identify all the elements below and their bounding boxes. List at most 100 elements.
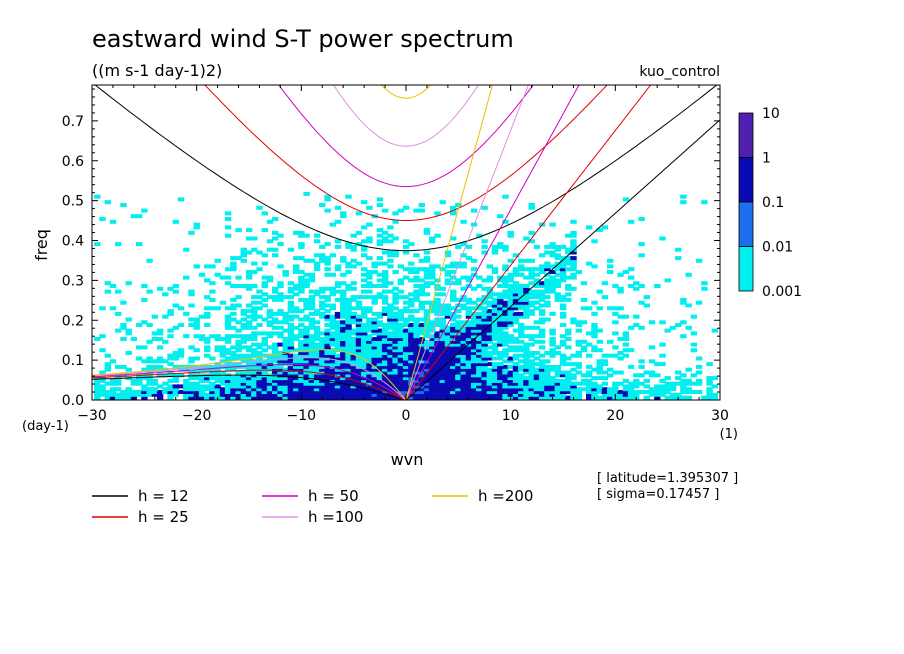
power-cell	[397, 356, 404, 361]
power-cell	[497, 325, 504, 330]
power-cell	[680, 384, 687, 389]
power-cell	[198, 390, 206, 394]
power-cell	[591, 390, 598, 394]
power-cell	[413, 284, 420, 288]
power-cell	[497, 331, 504, 336]
power-cell	[538, 281, 546, 286]
power-cell	[266, 395, 274, 400]
power-cell	[235, 362, 242, 367]
power-cell	[287, 345, 295, 350]
power-cell	[544, 264, 551, 269]
power-cell	[523, 367, 530, 372]
power-cell	[570, 286, 577, 291]
power-cell	[528, 230, 535, 235]
power-cell	[444, 334, 452, 339]
power-cell	[570, 317, 577, 322]
power-cell	[460, 286, 467, 291]
power-cell	[554, 284, 561, 288]
power-cell	[596, 339, 603, 344]
power-cell	[303, 387, 310, 392]
power-cell	[319, 256, 326, 261]
power-cell	[554, 295, 561, 300]
power-cell	[491, 311, 499, 316]
power-cell	[455, 376, 462, 381]
power-cell	[523, 370, 530, 375]
power-cell	[235, 339, 242, 344]
power-cell	[308, 320, 316, 325]
power-cell	[455, 345, 462, 350]
power-cell	[601, 390, 609, 394]
power-cell	[261, 281, 268, 286]
power-cell	[450, 362, 457, 367]
power-cell	[559, 258, 567, 263]
power-cell	[340, 311, 347, 316]
power-cell	[559, 275, 567, 280]
power-cell	[350, 390, 357, 394]
power-cell	[130, 392, 138, 397]
power-cell	[444, 314, 452, 319]
power-cell	[397, 311, 404, 316]
power-cell	[481, 370, 488, 375]
power-cell	[251, 309, 258, 314]
power-cell	[345, 381, 352, 386]
y-tick-label: 0.7	[62, 114, 84, 130]
power-cell	[251, 325, 258, 330]
power-cell	[528, 351, 535, 355]
power-cell	[287, 395, 295, 400]
power-cell	[120, 364, 127, 369]
power-cell	[549, 384, 556, 389]
power-cell	[287, 323, 295, 327]
power-cell	[476, 317, 483, 322]
power-cell	[518, 367, 525, 372]
power-cell	[224, 339, 232, 344]
power-cell	[319, 339, 326, 344]
power-cell	[381, 334, 389, 339]
power-cell	[193, 348, 200, 353]
power-cell	[272, 317, 279, 322]
power-cell	[418, 395, 425, 400]
power-cell	[601, 359, 609, 364]
power-cell	[193, 384, 200, 389]
power-cell	[387, 348, 394, 353]
power-cell	[287, 334, 295, 339]
power-cell	[361, 284, 368, 288]
power-cell	[476, 370, 483, 375]
power-cell	[512, 362, 520, 367]
power-cell	[418, 362, 425, 367]
power-cell	[381, 297, 389, 302]
power-cell	[397, 325, 404, 330]
power-cell	[251, 236, 258, 241]
power-cell	[591, 323, 598, 327]
power-cell	[460, 378, 467, 383]
power-cell	[392, 384, 399, 389]
power-cell	[303, 328, 310, 333]
power-cell	[209, 390, 216, 394]
power-cell	[366, 362, 373, 367]
power-cell	[355, 331, 363, 336]
power-cell	[350, 348, 357, 353]
power-cell	[230, 351, 237, 355]
power-cell	[141, 320, 148, 325]
power-cell	[695, 390, 703, 394]
power-cell	[240, 311, 247, 316]
power-cell	[502, 342, 509, 347]
power-cell	[460, 353, 467, 358]
power-cell	[418, 342, 425, 347]
power-cell	[266, 381, 274, 386]
power-cell	[470, 364, 478, 369]
power-cell	[612, 390, 619, 394]
power-cell	[219, 370, 227, 375]
power-cell	[502, 370, 509, 375]
power-cell	[523, 286, 530, 291]
power-cell	[638, 217, 645, 221]
chart-subtitle: ((m s-1 day-1)2)	[92, 61, 222, 80]
power-cell	[109, 387, 117, 392]
power-cell	[392, 306, 399, 311]
power-cell	[287, 348, 295, 353]
power-cell	[565, 297, 572, 302]
power-cell	[434, 390, 441, 394]
colorbar-swatch	[738, 201, 754, 247]
power-cell	[198, 272, 206, 277]
power-cell	[245, 367, 253, 372]
power-cell	[423, 325, 431, 330]
